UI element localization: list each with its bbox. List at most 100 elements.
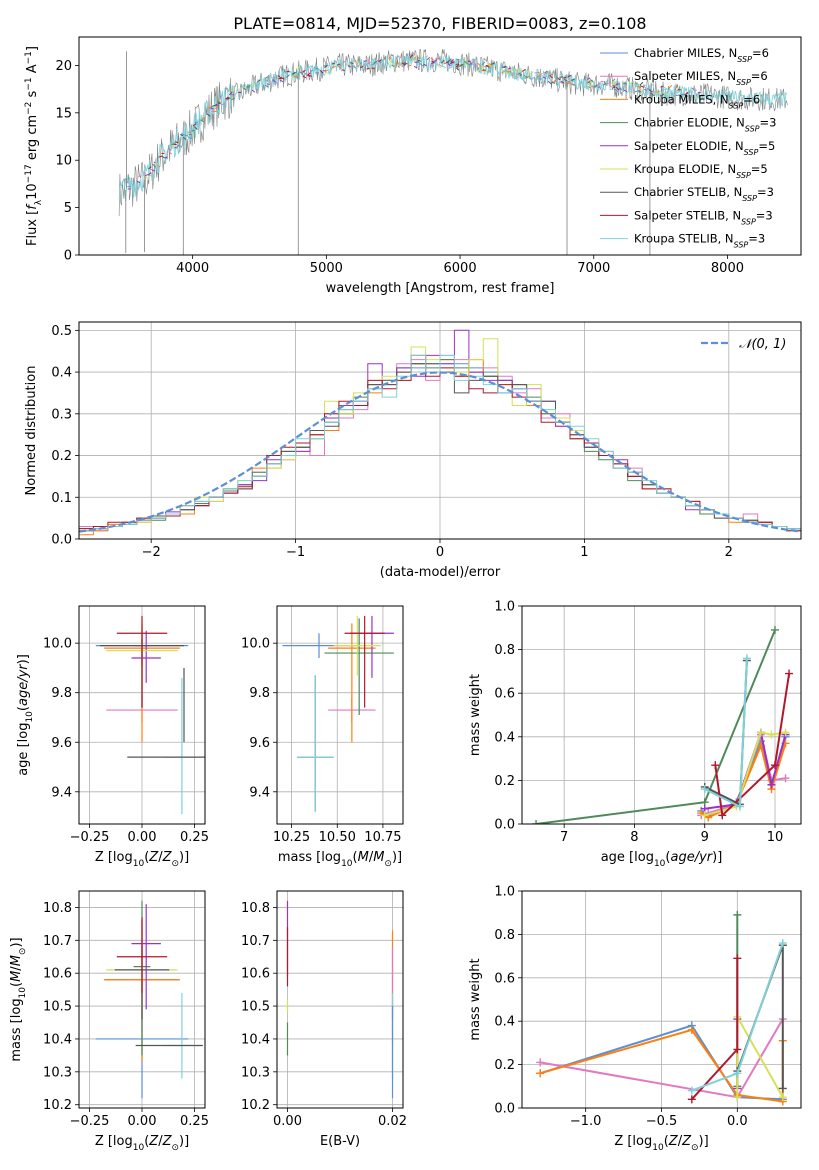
plot-area [536,910,787,1106]
x-tick-label: −0.5 [646,1114,678,1129]
y-axis-label-part: ( [16,706,31,711]
y-tick-label: 20 [55,59,72,74]
y-axis-label-part: −2 [24,102,34,115]
y-tick-label: 1.0 [494,600,515,615]
mass-weight-marker [700,785,709,794]
legend-entry: Chabrier ELODIE, NSSP=3 [634,116,776,134]
y-tick-label: 9.6 [51,736,72,751]
x-axis-label-part: mass [log [278,850,341,865]
y-tick-label: 0.0 [494,818,515,833]
y-axis-label-part: M [9,955,24,966]
x-tick-label: −0.25 [70,1114,110,1129]
y-axis-label-part: ( [9,982,24,987]
y-axis-label-part: −1 [24,77,34,90]
x-axis-label-part: Z [681,1134,692,1149]
model-fragments [127,57,702,190]
x-tick-label: 6000 [444,261,477,276]
plot-area [286,900,394,1099]
x-axis-label-part: ⊙ [171,1143,179,1153]
x-axis-label: E(B-V) [320,1134,360,1149]
x-tick-label: −1.0 [570,1114,602,1129]
errorbar-point [131,630,161,683]
figure-title: PLATE=0814, MJD=52370, FIBERID=0083, z=0… [233,14,646,33]
axes-frame [78,605,206,825]
y-axis-label-part: )] [9,937,24,947]
y-tick-label: 10.7 [241,934,270,949]
x-tick-label: 7 [560,830,568,845]
legend-text: Chabrier MILES, N [634,46,737,60]
y-tick-label: 0.2 [51,449,72,464]
x-axis-label-part: wavelength [Angstrom, rest frame] [326,281,555,296]
legend-entry: Kroupa MILES, NSSP=6 [634,92,760,110]
x-tick-label: 0.00 [128,1114,157,1129]
x-tick-label: 1 [580,545,588,560]
mass-weight-series-Kroupa STELIB [700,654,751,811]
legend-sub: SSP [737,55,752,64]
x-axis-label-part: 10 [652,1143,664,1153]
y-tick-label: 10.0 [43,637,72,652]
axes-age_vs_mass: 10.25 10.50 10.75 9.4 9.6 9.8 10.0 mass [log10(… [241,605,404,869]
x-axis-label-part: ( [353,850,358,865]
x-axis-label-part: )] [699,1134,709,1149]
axes-spectrum: 4000 5000 6000 7000 8000 0 5 10 15 20 Chabrier MIL… [24,36,802,296]
x-axis-label-part: Z [log [95,1134,133,1149]
axes-frame [78,890,206,1109]
mass-weight-line [714,673,791,818]
y-tick-label: 10.3 [43,1065,72,1080]
x-axis-label-part: Z [148,850,159,865]
legend-text: =3 [757,185,774,199]
y-tick-label: 10.6 [241,967,270,982]
mass-weight-marker [536,1058,545,1067]
y-tick-label: 0.6 [494,687,515,702]
y-tick-label: 9.8 [51,686,72,701]
mass-weight-marker [711,761,720,770]
x-axis-label-part: (data-model)/error [380,565,501,580]
x-tick-label: 0.02 [378,1114,407,1129]
y-tick-label: 0.1 [51,491,72,506]
x-axis-label-part: / [158,1134,163,1149]
y-tick-label: 0.4 [51,366,72,381]
mass-weight-marker [767,780,776,789]
y-axis-label-part: −17 [24,164,34,183]
legend-hist: 𝒩(0, 1) [701,337,786,352]
mass-weight-marker [687,1095,696,1104]
x-axis-label-part: 10 [341,859,353,869]
y-axis-label-part: λ [34,199,44,205]
x-tick-label: 0.25 [180,830,209,845]
mass-weight-marker [532,820,541,824]
x-axis-label-part: Z [162,850,173,865]
mass-weight-marker [700,811,709,820]
y-tick-label: 0.3 [51,407,72,422]
y-axis-label-part: Normed distribution [24,366,39,496]
mass-weight-series-Salpeter STELIB [687,954,742,1104]
y-tick-label: 1.0 [494,885,515,900]
y-tick-label: 10.4 [241,1032,270,1047]
axes-frame [276,605,404,825]
x-axis-label-part: / [369,850,374,865]
y-axis-label-part: age [log [16,723,31,776]
y-tick-label: 0.2 [494,1058,515,1073]
y-tick-label: 10.5 [241,1000,270,1015]
x-tick-label: −1 [286,545,305,560]
legend-entry: Salpeter MILES, NSSP=6 [634,69,768,87]
x-axis-label-part: 10 [133,859,145,869]
legend-sub: SSP [744,147,759,156]
errorbar-point [344,615,385,708]
y-axis-label-part: mass weight [468,958,483,1040]
x-axis-label: wavelength [Angstrom, rest frame] [326,281,555,296]
x-axis-label-part: 10 [133,1143,145,1153]
mass-weight-marker [785,669,794,678]
legend-text: Kroupa MILES, N [634,92,729,106]
y-axis-label-part: mass [log [9,998,24,1061]
legend-sub: SSP [745,124,760,133]
mass-weight-marker [536,1069,545,1078]
mass-weight-marker [733,1093,742,1102]
legend-sub: SSP [729,101,744,110]
legend-entry: Salpeter STELIB, NSSP=3 [634,208,773,226]
axes-frame [78,321,802,540]
legend-text: Chabrier STELIB, N [634,185,742,199]
y-tick-label: 10.6 [43,967,72,982]
legend-text: Salpeter STELIB, N [634,208,741,222]
